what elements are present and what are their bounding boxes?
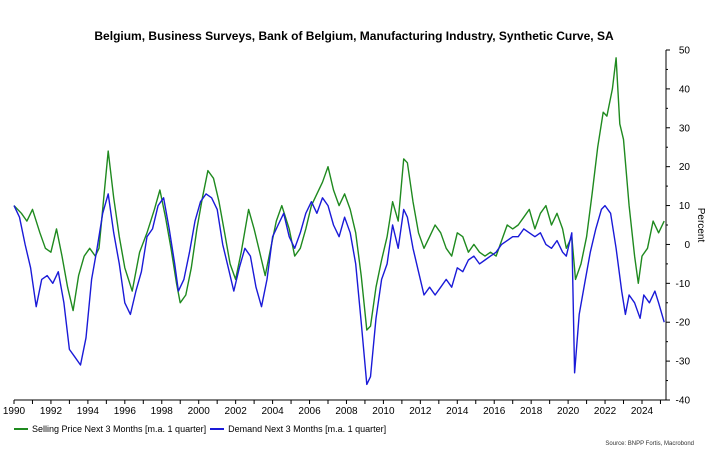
x-tick-label: 1996 xyxy=(114,406,137,417)
y-tick-label: -20 xyxy=(676,318,691,329)
x-tick-label: 2020 xyxy=(557,406,580,417)
x-tick-label: 2004 xyxy=(261,406,284,417)
x-tick-label: 2010 xyxy=(372,406,395,417)
legend-label-demand: Demand Next 3 Months [m.a. 1 quarter] xyxy=(228,424,387,434)
source-note: Source: BNPP Fortis, Macrobond xyxy=(605,441,694,447)
y-tick-label: -30 xyxy=(676,357,691,368)
x-tick-label: 2002 xyxy=(225,406,248,417)
x-tick-label: 2024 xyxy=(631,406,654,417)
x-tick-label: 2018 xyxy=(520,406,543,417)
y-axis-label: Percent xyxy=(695,208,706,243)
legend-label-selling-price: Selling Price Next 3 Months [m.a. 1 quar… xyxy=(32,424,207,434)
x-tick-label: 2014 xyxy=(446,406,469,417)
x-tick-label: 1990 xyxy=(3,406,26,417)
legend-swatch-demand xyxy=(210,428,225,430)
x-tick-label: 2016 xyxy=(483,406,506,417)
x-tick-label: 2006 xyxy=(298,406,321,417)
y-tick-label: 20 xyxy=(679,162,691,173)
y-tick-label: 0 xyxy=(684,240,690,251)
x-tick-label: 1992 xyxy=(40,406,63,417)
x-tick-label: 1998 xyxy=(151,406,174,417)
y-tick-label: 10 xyxy=(679,201,691,212)
y-tick-label: -10 xyxy=(676,279,691,290)
y-tick-label: 40 xyxy=(679,84,691,95)
y-tick-label: 30 xyxy=(679,123,691,134)
x-tick-label: 2000 xyxy=(188,406,211,417)
legend: Selling Price Next 3 Months [m.a. 1 quar… xyxy=(14,424,386,434)
legend-swatch-selling-price xyxy=(14,428,28,430)
x-tick-label: 2012 xyxy=(409,406,432,417)
y-tick-label: 50 xyxy=(679,46,691,57)
y-tick-label: -40 xyxy=(676,396,691,407)
x-tick-label: 2008 xyxy=(335,406,358,417)
series-line-selling-price xyxy=(13,57,665,331)
x-tick-label: 2022 xyxy=(594,406,617,417)
series-line-demand xyxy=(13,193,665,386)
x-tick-label: 1994 xyxy=(77,406,100,417)
chart-title: Belgium, Business Surveys, Bank of Belgi… xyxy=(94,29,614,43)
